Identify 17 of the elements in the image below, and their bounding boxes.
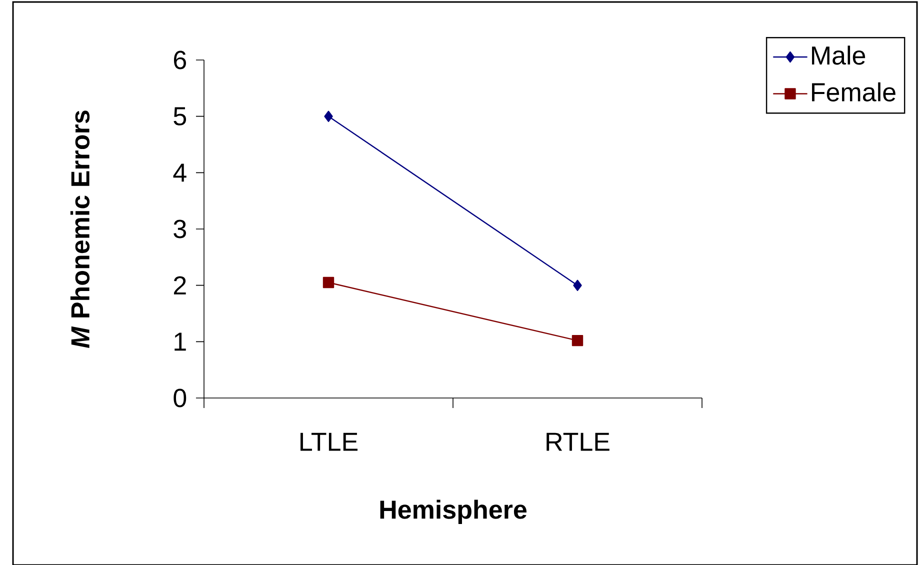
legend-label: Female bbox=[812, 82, 896, 102]
y-tick-label: 4 bbox=[173, 164, 186, 182]
point bbox=[324, 110, 333, 122]
y-tick-label: 5 bbox=[174, 107, 186, 126]
point bbox=[322, 276, 334, 288]
legend-label: Male bbox=[812, 46, 866, 65]
x-axis-title: Hemisphere bbox=[380, 500, 527, 524]
y-axis-title: M Phonemic Errors bbox=[70, 110, 90, 348]
y-tick-label: 1 bbox=[174, 332, 186, 351]
x-tick-label: LTLE bbox=[300, 432, 358, 451]
y-tick-label: 6 bbox=[174, 50, 186, 70]
point bbox=[572, 334, 584, 346]
y-tick-label: 0 bbox=[174, 388, 186, 408]
y-tick-label: 2 bbox=[174, 276, 186, 294]
y-tick-label: 3 bbox=[174, 220, 186, 238]
point bbox=[573, 280, 582, 291]
x-tick-label: RTLE bbox=[546, 432, 610, 451]
